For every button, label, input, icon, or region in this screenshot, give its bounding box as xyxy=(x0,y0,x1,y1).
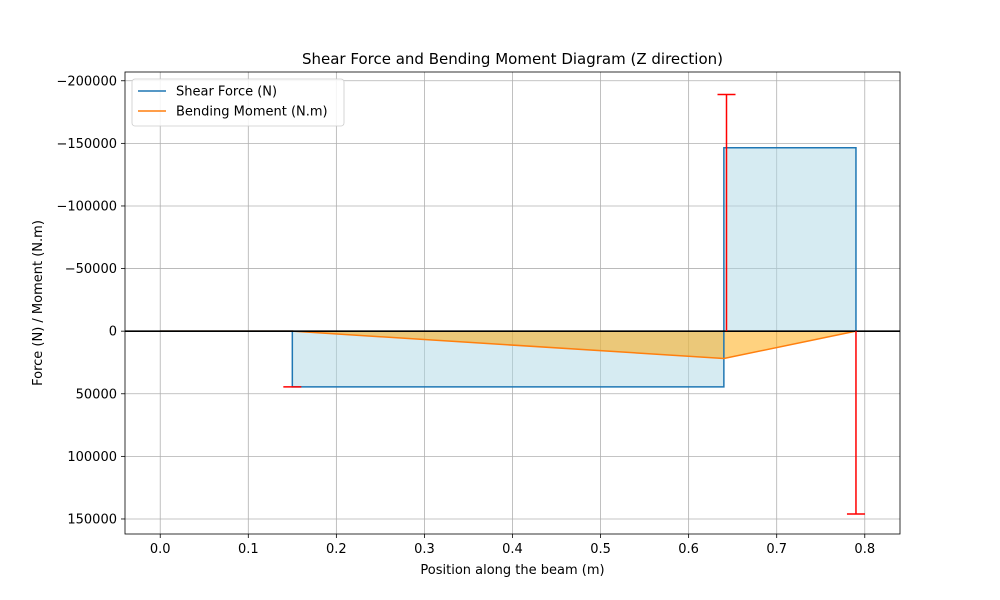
x-tick-label: 0.8 xyxy=(854,542,875,557)
legend-shear-label: Shear Force (N) xyxy=(176,85,277,100)
series-lines xyxy=(125,146,900,388)
y-tick-label: −150000 xyxy=(56,137,117,152)
y-tick-label: 50000 xyxy=(76,387,117,402)
x-tick-label: 0.0 xyxy=(150,542,171,557)
y-tick-label: 150000 xyxy=(67,512,117,527)
x-tick-label: 0.1 xyxy=(238,542,259,557)
x-tick-label: 0.5 xyxy=(590,542,611,557)
y-tick-label: −200000 xyxy=(56,74,117,89)
legend: Shear Force (N) Bending Moment (N.m) xyxy=(131,78,345,127)
reaction-force-arrows xyxy=(283,93,865,515)
chart-title: Shear Force and Bending Moment Diagram (… xyxy=(302,50,723,68)
axis-ticks: 0.0 0.1 0.2 0.3 0.4 0.5 0.6 0.7 0.8 −200000 −15000… xyxy=(56,74,875,557)
x-tick-label: 0.2 xyxy=(326,542,347,557)
x-tick-label: 0.7 xyxy=(766,542,787,557)
x-tick-label: 0.6 xyxy=(678,542,699,557)
y-tick-label: 0 xyxy=(109,325,117,340)
y-tick-label: −100000 xyxy=(56,199,117,214)
x-tick-label: 0.3 xyxy=(414,542,435,557)
x-tick-label: 0.4 xyxy=(502,542,523,557)
legend-box xyxy=(131,78,345,127)
y-axis-label: Force (N) / Moment (N.m) xyxy=(31,220,46,386)
x-axis-label: Position along the beam (m) xyxy=(420,563,604,578)
y-tick-label: 100000 xyxy=(67,450,117,465)
y-tick-label: −50000 xyxy=(65,262,117,277)
legend-moment-label: Bending Moment (N.m) xyxy=(176,105,328,120)
